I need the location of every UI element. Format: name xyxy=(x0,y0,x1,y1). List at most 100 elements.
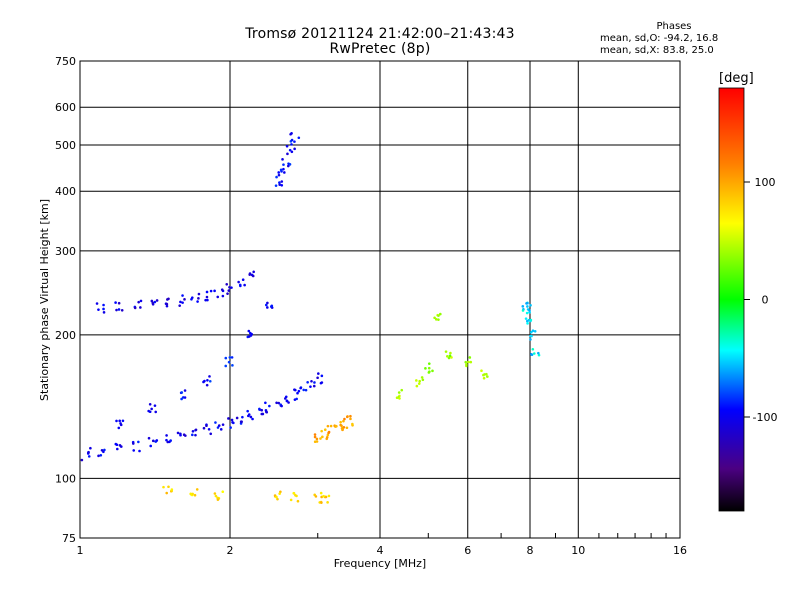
data-point xyxy=(194,433,197,437)
data-point xyxy=(282,167,285,171)
data-point xyxy=(446,354,449,358)
data-point xyxy=(137,300,140,304)
x-tick-label: 1 xyxy=(77,544,84,557)
data-point xyxy=(525,302,528,305)
data-point xyxy=(260,408,264,412)
data-point xyxy=(290,150,294,154)
data-point xyxy=(114,442,118,446)
data-point xyxy=(468,356,472,359)
data-point xyxy=(529,338,532,341)
data-point xyxy=(415,379,418,382)
data-point xyxy=(119,423,123,427)
data-point xyxy=(427,362,431,365)
data-points xyxy=(80,132,541,504)
data-point xyxy=(138,449,141,453)
data-point xyxy=(221,490,225,493)
data-point xyxy=(229,426,232,429)
data-point xyxy=(525,311,529,315)
data-point xyxy=(329,424,333,428)
data-point xyxy=(182,433,186,437)
data-point xyxy=(237,280,240,284)
data-point xyxy=(427,371,431,374)
y-tick-label: 100 xyxy=(55,472,76,485)
data-point xyxy=(339,420,342,424)
data-point xyxy=(117,301,121,305)
data-point xyxy=(89,446,92,450)
data-point xyxy=(395,396,399,400)
chart-subtitle: RwPretec (8p) xyxy=(329,41,431,57)
data-point xyxy=(345,415,349,419)
data-point xyxy=(341,427,344,431)
data-point xyxy=(342,419,345,423)
data-point xyxy=(224,364,228,368)
data-point xyxy=(247,329,251,333)
data-point xyxy=(99,454,103,457)
data-point xyxy=(120,309,124,312)
data-point xyxy=(190,296,194,299)
phase-statistics-box: Phases mean, sd,O: -94.2, 16.8 mean, sd,… xyxy=(600,21,730,57)
data-point xyxy=(97,454,100,458)
data-point xyxy=(240,420,243,424)
data-point xyxy=(529,330,533,334)
data-point xyxy=(424,367,427,370)
data-point xyxy=(266,301,269,305)
data-point xyxy=(277,401,281,405)
data-point xyxy=(165,304,169,308)
data-point xyxy=(528,309,531,312)
data-point xyxy=(207,427,211,431)
data-point xyxy=(326,433,330,437)
data-point xyxy=(203,379,206,383)
data-point xyxy=(115,419,118,423)
data-point xyxy=(179,300,182,304)
data-point xyxy=(181,294,184,297)
data-point xyxy=(147,436,151,440)
data-point xyxy=(290,143,293,146)
data-point xyxy=(206,379,209,382)
data-point xyxy=(292,491,296,495)
data-point xyxy=(295,397,298,401)
data-point xyxy=(531,347,535,351)
data-point xyxy=(343,417,346,421)
data-point xyxy=(221,294,225,298)
data-point xyxy=(284,397,287,400)
data-point xyxy=(444,350,448,353)
data-point xyxy=(95,302,99,305)
data-point xyxy=(530,334,533,338)
data-point xyxy=(197,292,201,296)
data-point xyxy=(131,442,135,445)
data-point xyxy=(526,305,529,308)
data-point xyxy=(285,144,289,148)
data-point xyxy=(397,391,401,394)
data-point xyxy=(133,306,137,310)
data-point xyxy=(327,494,331,498)
data-point xyxy=(283,171,286,174)
data-point xyxy=(465,363,468,366)
data-point xyxy=(191,492,194,496)
data-point xyxy=(213,492,217,495)
data-point xyxy=(209,432,213,436)
data-point xyxy=(165,438,168,442)
data-point xyxy=(216,498,220,501)
data-point xyxy=(189,492,193,496)
data-point xyxy=(197,297,200,300)
data-point xyxy=(288,163,292,166)
data-point xyxy=(176,431,180,435)
data-point xyxy=(439,312,442,316)
data-point xyxy=(155,299,159,302)
data-point xyxy=(194,428,198,432)
data-point xyxy=(115,447,119,451)
data-point xyxy=(469,360,473,364)
data-point xyxy=(97,308,100,311)
data-point xyxy=(266,306,269,309)
data-point xyxy=(248,331,252,335)
data-point xyxy=(168,440,171,444)
data-point xyxy=(524,317,528,320)
data-point xyxy=(230,286,233,289)
data-point xyxy=(349,417,352,421)
data-point xyxy=(319,437,322,440)
x-tick-label: 6 xyxy=(464,544,471,557)
data-point xyxy=(117,308,121,311)
data-point xyxy=(297,136,301,140)
data-point xyxy=(276,497,279,501)
colorbar xyxy=(718,87,745,512)
